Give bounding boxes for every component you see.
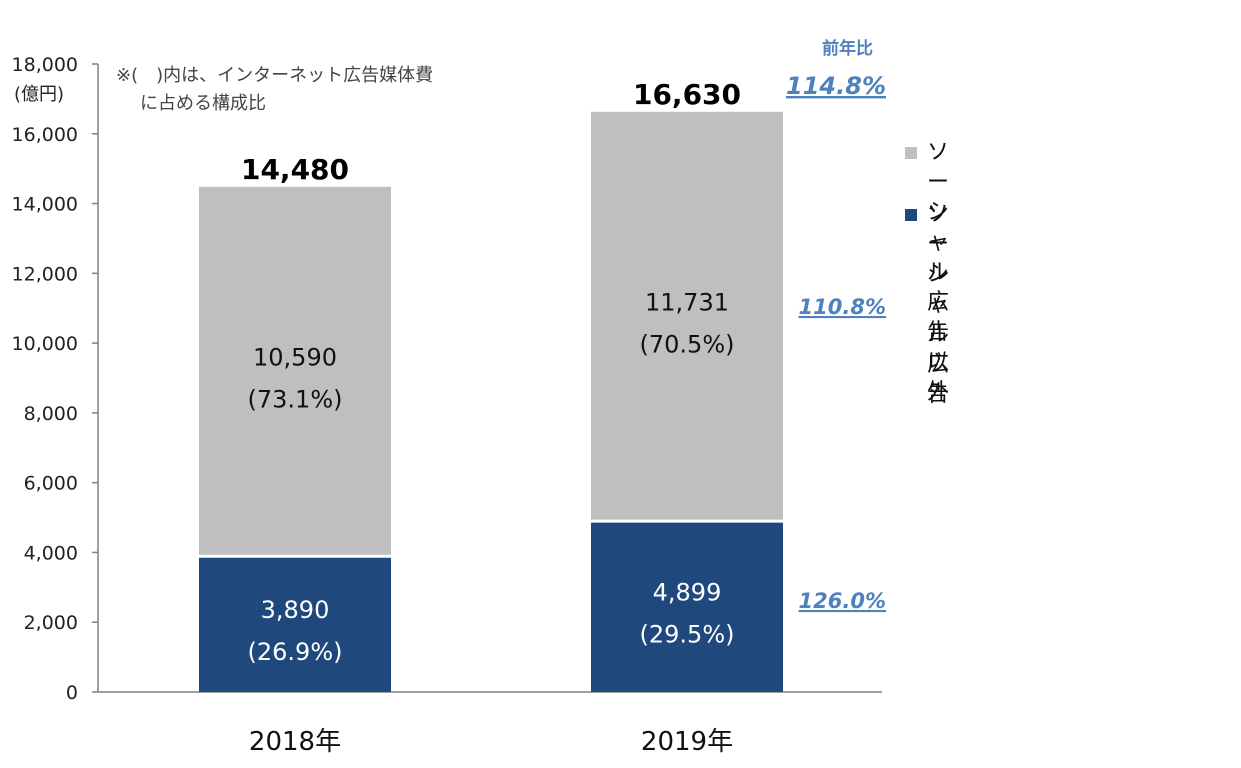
y-tick-label: 18,000 — [12, 54, 78, 76]
legend-label-non-social: ソーシャル広告以外 — [927, 140, 950, 405]
x-tick-label: 2018年 — [249, 727, 341, 757]
bar-non-social-1 — [591, 111, 783, 522]
yoy-label-non-social: 110.8% — [799, 295, 886, 319]
y-tick-label: 10,000 — [12, 333, 78, 355]
share-note-line-2: に占める構成比 — [140, 93, 266, 114]
data-label-non-social-value: 11,731 — [645, 288, 729, 316]
y-axis-unit: (億円) — [14, 84, 65, 105]
legend-swatch-non-social — [905, 147, 917, 159]
x-tick-label: 2019年 — [641, 727, 733, 757]
y-tick-label: 16,000 — [12, 124, 78, 146]
yoy-label-total: 114.8% — [786, 72, 886, 100]
bar-non-social-0 — [199, 186, 391, 557]
bar-social-0 — [199, 556, 391, 692]
data-label-total: 14,480 — [241, 153, 349, 186]
yoy-header: 前年比 — [822, 39, 873, 59]
y-tick-label: 2,000 — [24, 612, 78, 634]
legend-label-social: ソーシャル広告 — [927, 202, 950, 407]
yoy-label-social: 126.0% — [799, 589, 886, 613]
data-label-non-social-value: 10,590 — [253, 344, 337, 372]
legend-swatch-social — [905, 209, 917, 221]
data-label-social-share: (26.9%) — [248, 638, 343, 666]
data-label-social-value: 3,890 — [261, 596, 330, 624]
share-note-line-1: ※( )内は、インターネット広告媒体費 — [116, 65, 434, 86]
y-tick-label: 4,000 — [24, 542, 78, 564]
data-label-non-social-share: (73.1%) — [248, 386, 343, 414]
bar-social-1 — [591, 521, 783, 692]
share-note: ※( )内は、インターネット広告媒体費 に占める構成比 — [116, 62, 433, 118]
data-label-non-social-share: (70.5%) — [640, 330, 735, 358]
y-tick-label: 6,000 — [24, 473, 78, 495]
data-label-total: 16,630 — [633, 78, 741, 111]
y-tick-label: 14,000 — [12, 194, 78, 216]
y-tick-label: 0 — [66, 682, 78, 704]
y-tick-label: 8,000 — [24, 403, 78, 425]
data-label-social-share: (29.5%) — [640, 621, 735, 649]
y-tick-label: 12,000 — [12, 263, 78, 285]
data-label-social-value: 4,899 — [653, 579, 722, 607]
